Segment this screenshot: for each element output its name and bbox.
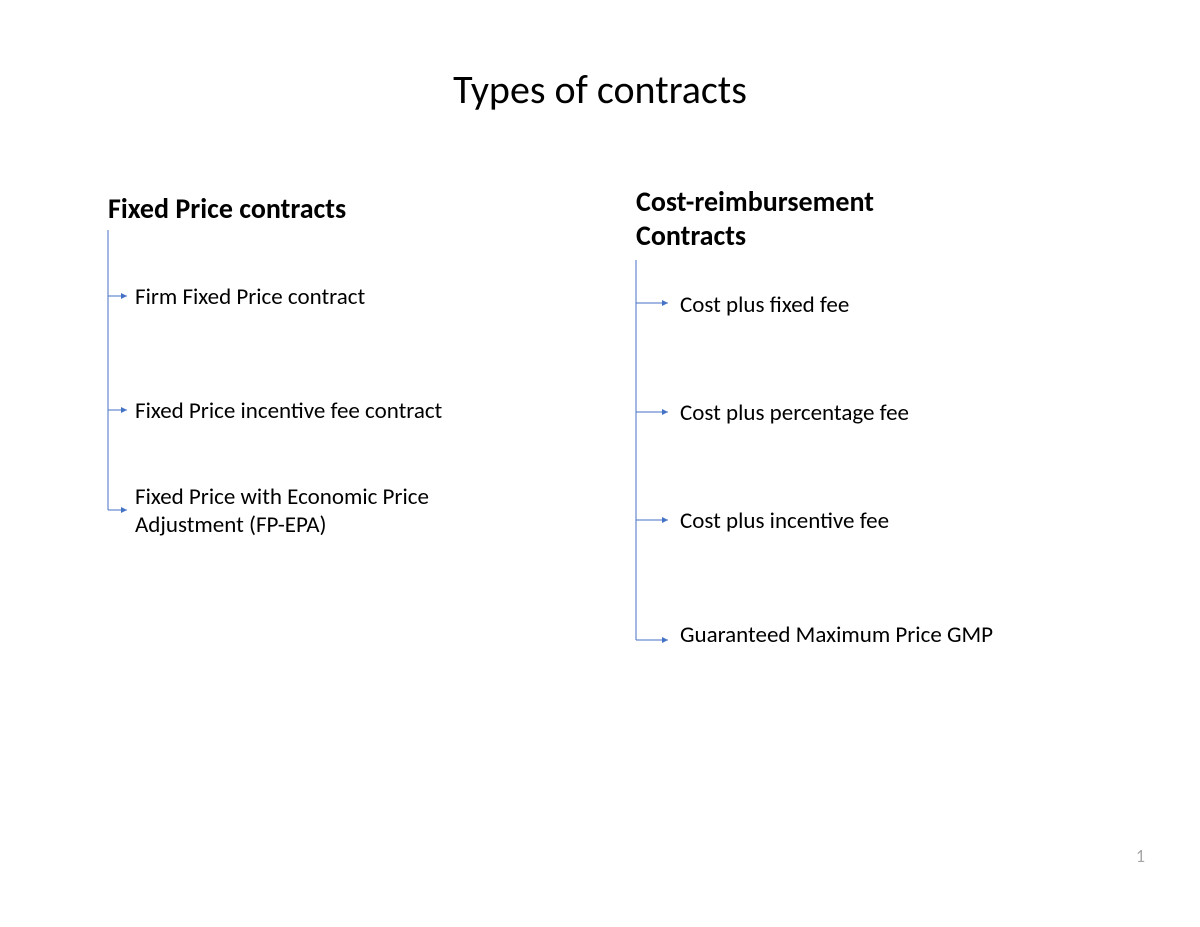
page-number: 1 (1136, 845, 1145, 867)
left-item-1: Fixed Price incentive fee contract (135, 398, 442, 426)
left-item-2: Fixed Price with Economic Price Adjustme… (135, 484, 505, 539)
right-heading: Cost-reimbursement Contracts (636, 185, 986, 252)
right-item-2: Cost plus incentive fee (680, 508, 889, 536)
right-category: Cost-reimbursement Contracts (0, 0, 1200, 700)
right-item-3: Guaranteed Maximum Price GMP (680, 622, 1030, 650)
left-item-0: Firm Fixed Price contract (135, 284, 365, 312)
right-item-0: Cost plus fixed fee (680, 292, 849, 320)
right-item-1: Cost plus percentage fee (680, 400, 909, 428)
